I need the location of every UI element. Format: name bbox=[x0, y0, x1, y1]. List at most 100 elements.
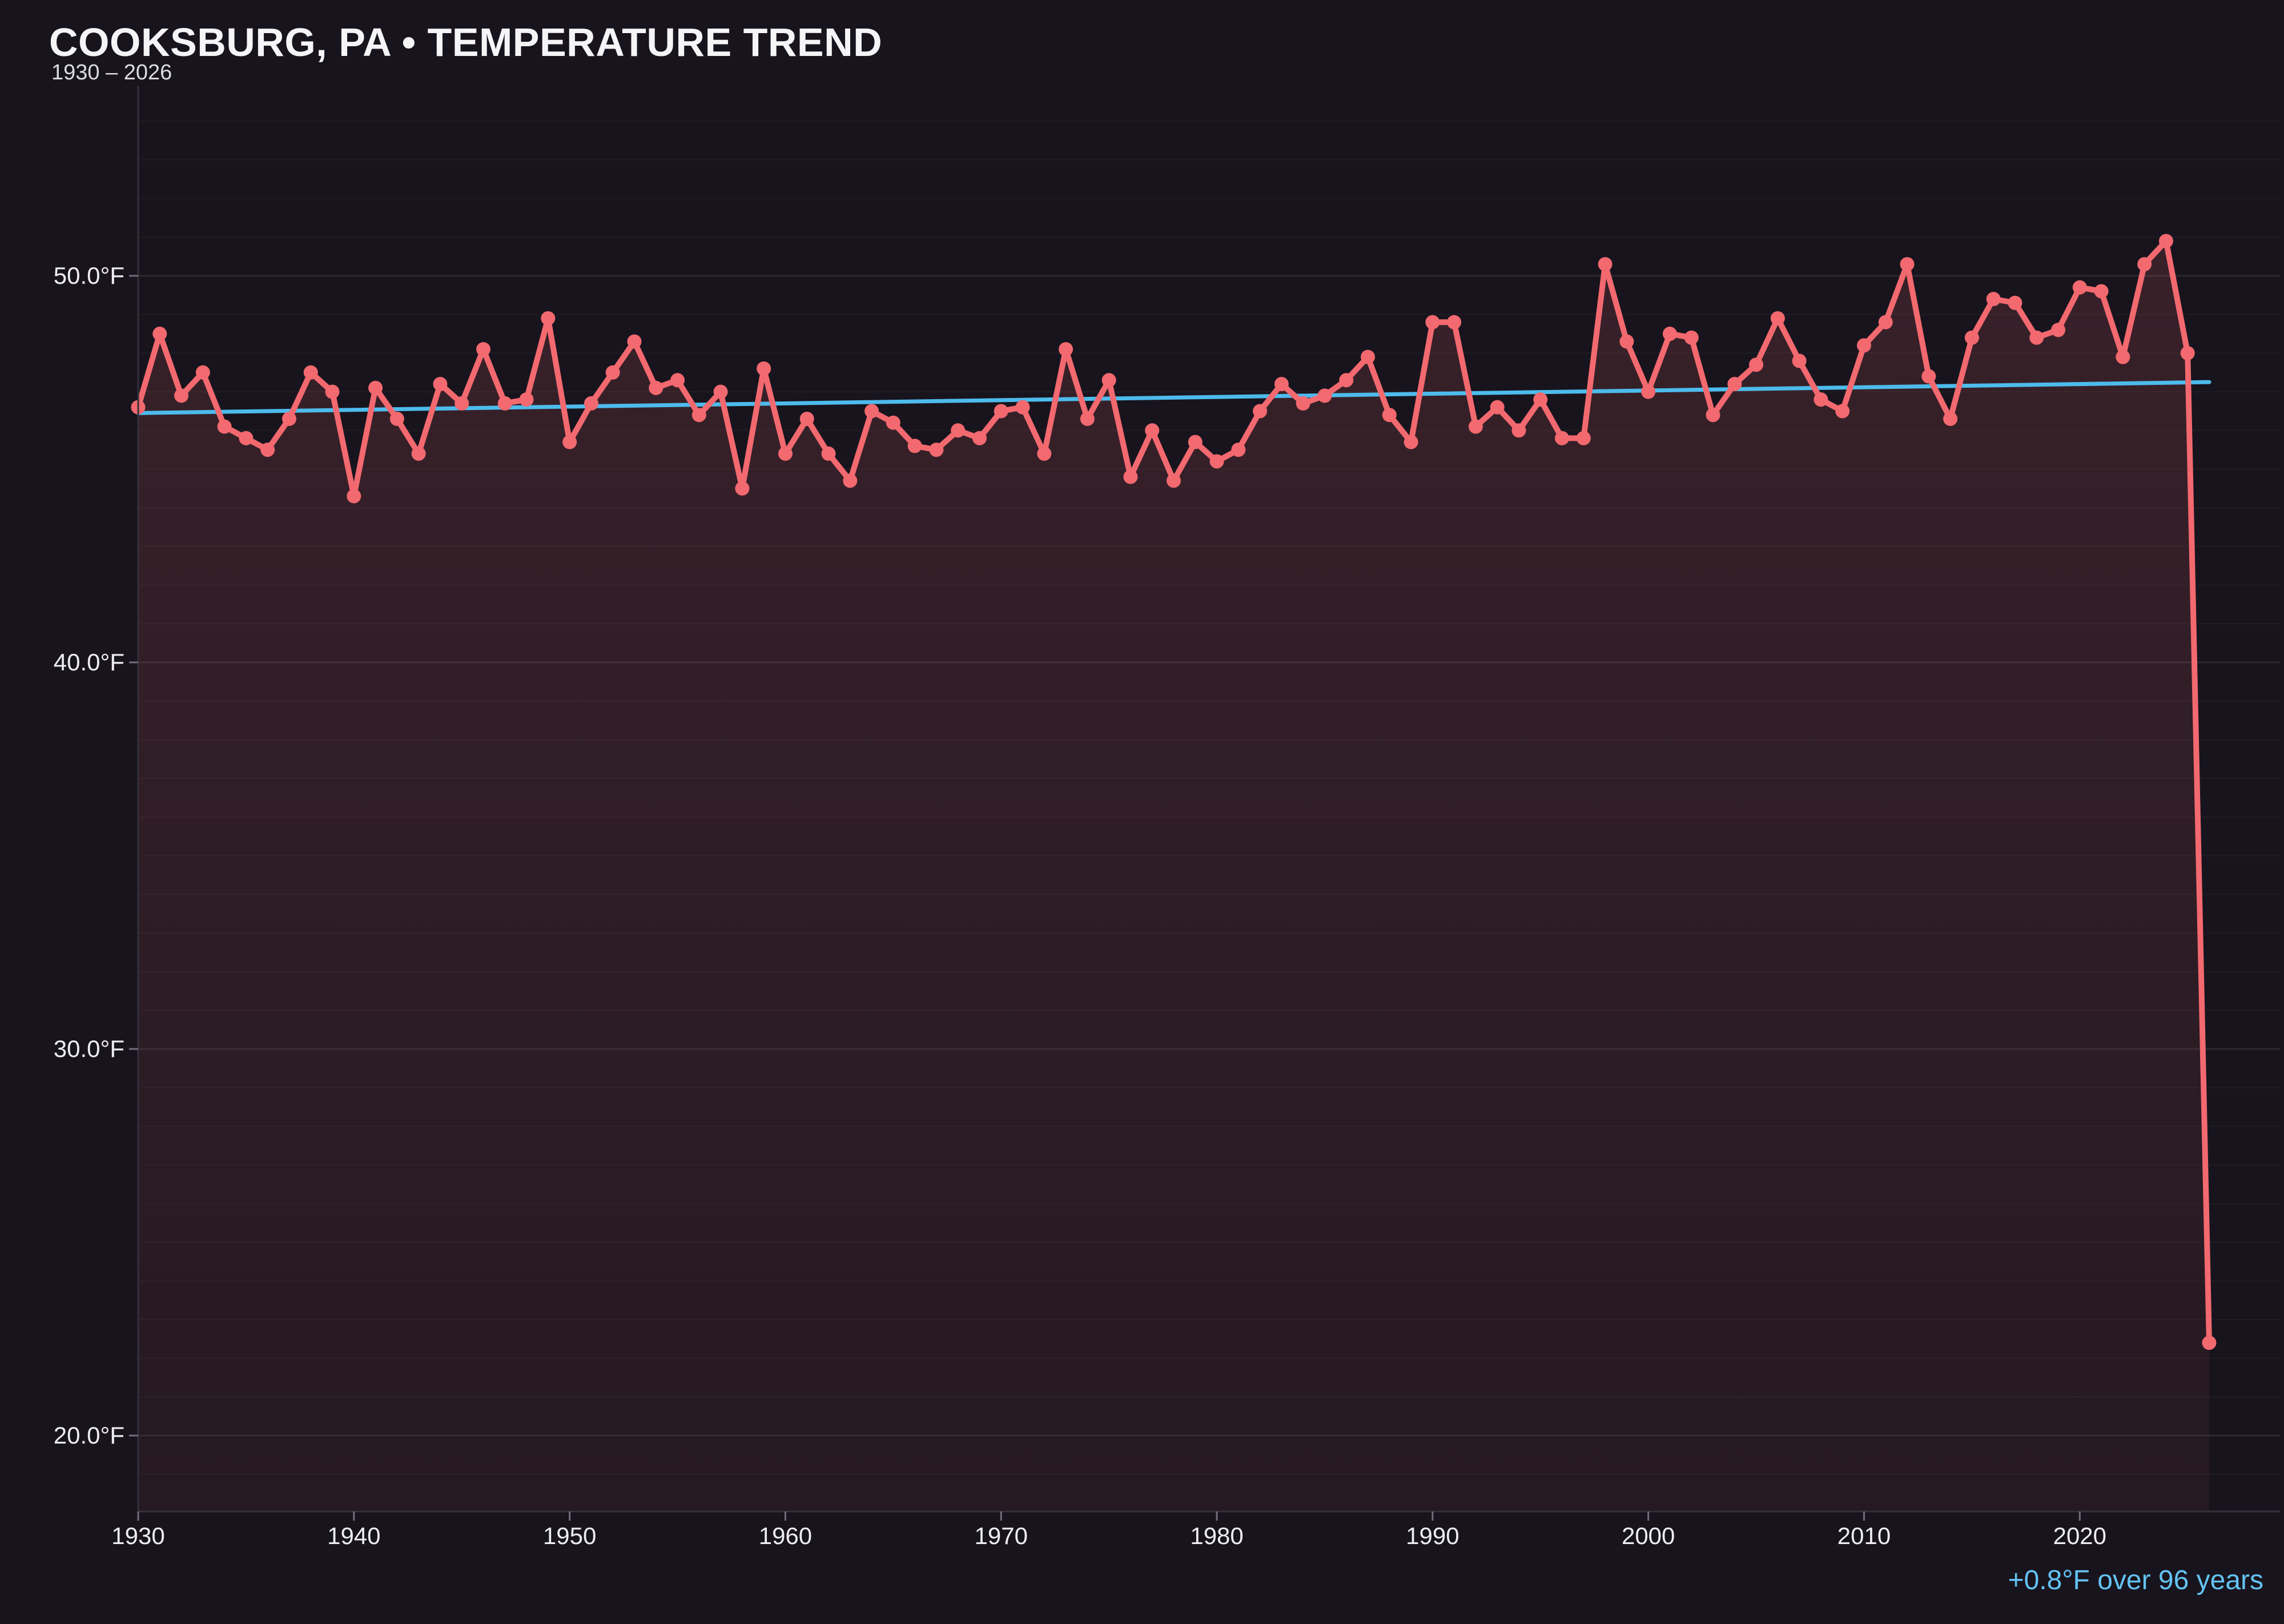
x-tick-label-2010: 2010 bbox=[1837, 1522, 1891, 1549]
data-point-2022 bbox=[2116, 349, 2130, 364]
data-point-1950 bbox=[562, 435, 577, 449]
data-point-1964 bbox=[864, 404, 879, 419]
data-point-1967 bbox=[929, 443, 944, 457]
data-point-1952 bbox=[605, 365, 620, 380]
data-point-2010 bbox=[1857, 338, 1871, 353]
data-point-1971 bbox=[1015, 400, 1030, 415]
data-point-1932 bbox=[174, 388, 189, 403]
data-point-2002 bbox=[1684, 330, 1699, 345]
trend-line bbox=[136, 380, 2211, 415]
data-point-1993 bbox=[1490, 400, 1505, 415]
data-points bbox=[131, 234, 2217, 1350]
data-point-1937 bbox=[282, 411, 296, 426]
data-point-1972 bbox=[1037, 446, 1052, 461]
data-point-1987 bbox=[1361, 349, 1376, 364]
data-point-1939 bbox=[325, 384, 340, 399]
data-point-1936 bbox=[260, 443, 275, 457]
data-point-1953 bbox=[627, 334, 642, 349]
data-point-1998 bbox=[1598, 257, 1613, 272]
data-point-1947 bbox=[497, 396, 512, 411]
x-tick-label-2020: 2020 bbox=[2053, 1522, 2107, 1549]
data-point-2001 bbox=[1662, 327, 1677, 341]
data-point-2008 bbox=[1813, 392, 1828, 407]
data-point-1966 bbox=[907, 439, 922, 453]
data-point-1988 bbox=[1382, 408, 1397, 423]
data-point-2024 bbox=[2158, 234, 2173, 248]
axes-spines bbox=[137, 86, 2280, 1513]
temperature-area bbox=[138, 241, 2209, 1512]
data-point-1990 bbox=[1425, 315, 1440, 329]
data-point-1951 bbox=[584, 396, 598, 411]
data-point-2000 bbox=[1641, 384, 1656, 399]
data-point-1977 bbox=[1145, 423, 1160, 438]
data-point-1983 bbox=[1274, 377, 1289, 392]
data-point-2023 bbox=[2137, 257, 2152, 272]
data-point-1965 bbox=[886, 415, 900, 430]
data-point-2016 bbox=[1986, 292, 2001, 307]
x-tick-label-2000: 2000 bbox=[1621, 1522, 1675, 1549]
data-point-1931 bbox=[152, 327, 167, 341]
data-point-1980 bbox=[1209, 454, 1224, 469]
data-point-2021 bbox=[2094, 284, 2109, 299]
y-tick-label-40: 40.0°F bbox=[53, 649, 124, 676]
data-point-2014 bbox=[1943, 411, 1958, 426]
data-point-1946 bbox=[476, 342, 490, 357]
axis-tick-marks bbox=[129, 275, 2081, 1521]
data-point-1962 bbox=[821, 446, 836, 461]
x-tick-label-1980: 1980 bbox=[1190, 1522, 1244, 1549]
x-tick-label-1970: 1970 bbox=[974, 1522, 1028, 1549]
y-tick-label-50: 50.0°F bbox=[53, 262, 124, 289]
data-point-2003 bbox=[1706, 408, 1720, 423]
data-point-1963 bbox=[843, 473, 858, 488]
x-tick-label-1960: 1960 bbox=[758, 1522, 813, 1549]
data-point-2015 bbox=[1964, 330, 1979, 345]
data-point-2018 bbox=[2029, 330, 2044, 345]
trend-line-segment bbox=[136, 380, 2211, 415]
data-point-1982 bbox=[1253, 404, 1268, 419]
data-point-1999 bbox=[1619, 334, 1634, 349]
data-point-2012 bbox=[1900, 257, 1915, 272]
data-point-1979 bbox=[1188, 435, 1203, 449]
data-point-1981 bbox=[1231, 443, 1246, 457]
page-subtitle: 1930 – 2026 bbox=[51, 61, 172, 85]
data-point-1969 bbox=[972, 431, 987, 445]
data-point-1992 bbox=[1468, 419, 1483, 434]
data-point-2026 bbox=[2202, 1336, 2217, 1350]
data-point-1955 bbox=[670, 373, 685, 388]
data-point-1970 bbox=[994, 404, 1008, 419]
data-point-2013 bbox=[1921, 369, 1936, 384]
data-point-2017 bbox=[2008, 295, 2022, 310]
data-point-1960 bbox=[778, 446, 793, 461]
data-point-1935 bbox=[239, 431, 254, 445]
data-point-1949 bbox=[541, 311, 556, 325]
data-point-1976 bbox=[1123, 469, 1138, 484]
data-point-1941 bbox=[368, 380, 383, 395]
data-point-1959 bbox=[757, 361, 771, 376]
data-point-1942 bbox=[389, 411, 404, 426]
page-title: COOKSBURG, PA • TEMPERATURE TREND bbox=[49, 20, 883, 65]
data-point-1986 bbox=[1339, 373, 1354, 388]
data-point-1940 bbox=[347, 489, 361, 504]
y-tick-label-30: 30.0°F bbox=[53, 1035, 124, 1062]
data-point-1961 bbox=[799, 411, 814, 426]
x-tick-label-1990: 1990 bbox=[1406, 1522, 1459, 1549]
data-point-1989 bbox=[1404, 435, 1418, 449]
data-point-2011 bbox=[1878, 315, 1893, 329]
data-point-1974 bbox=[1080, 411, 1095, 426]
x-tick-label-1940: 1940 bbox=[327, 1522, 381, 1549]
data-point-1997 bbox=[1576, 431, 1591, 445]
data-point-1938 bbox=[303, 365, 318, 380]
data-point-1933 bbox=[195, 365, 210, 380]
data-point-1973 bbox=[1059, 342, 1073, 357]
data-point-2009 bbox=[1835, 404, 1850, 419]
data-point-1995 bbox=[1533, 392, 1548, 407]
data-point-2006 bbox=[1770, 311, 1785, 325]
data-point-1956 bbox=[691, 408, 706, 423]
data-point-2019 bbox=[2051, 323, 2066, 337]
data-point-1968 bbox=[951, 423, 966, 438]
trend-annotation: +0.8°F over 96 years bbox=[2008, 1565, 2263, 1595]
data-point-2005 bbox=[1749, 357, 1764, 372]
data-point-2020 bbox=[2072, 280, 2087, 295]
data-point-1943 bbox=[411, 446, 426, 461]
